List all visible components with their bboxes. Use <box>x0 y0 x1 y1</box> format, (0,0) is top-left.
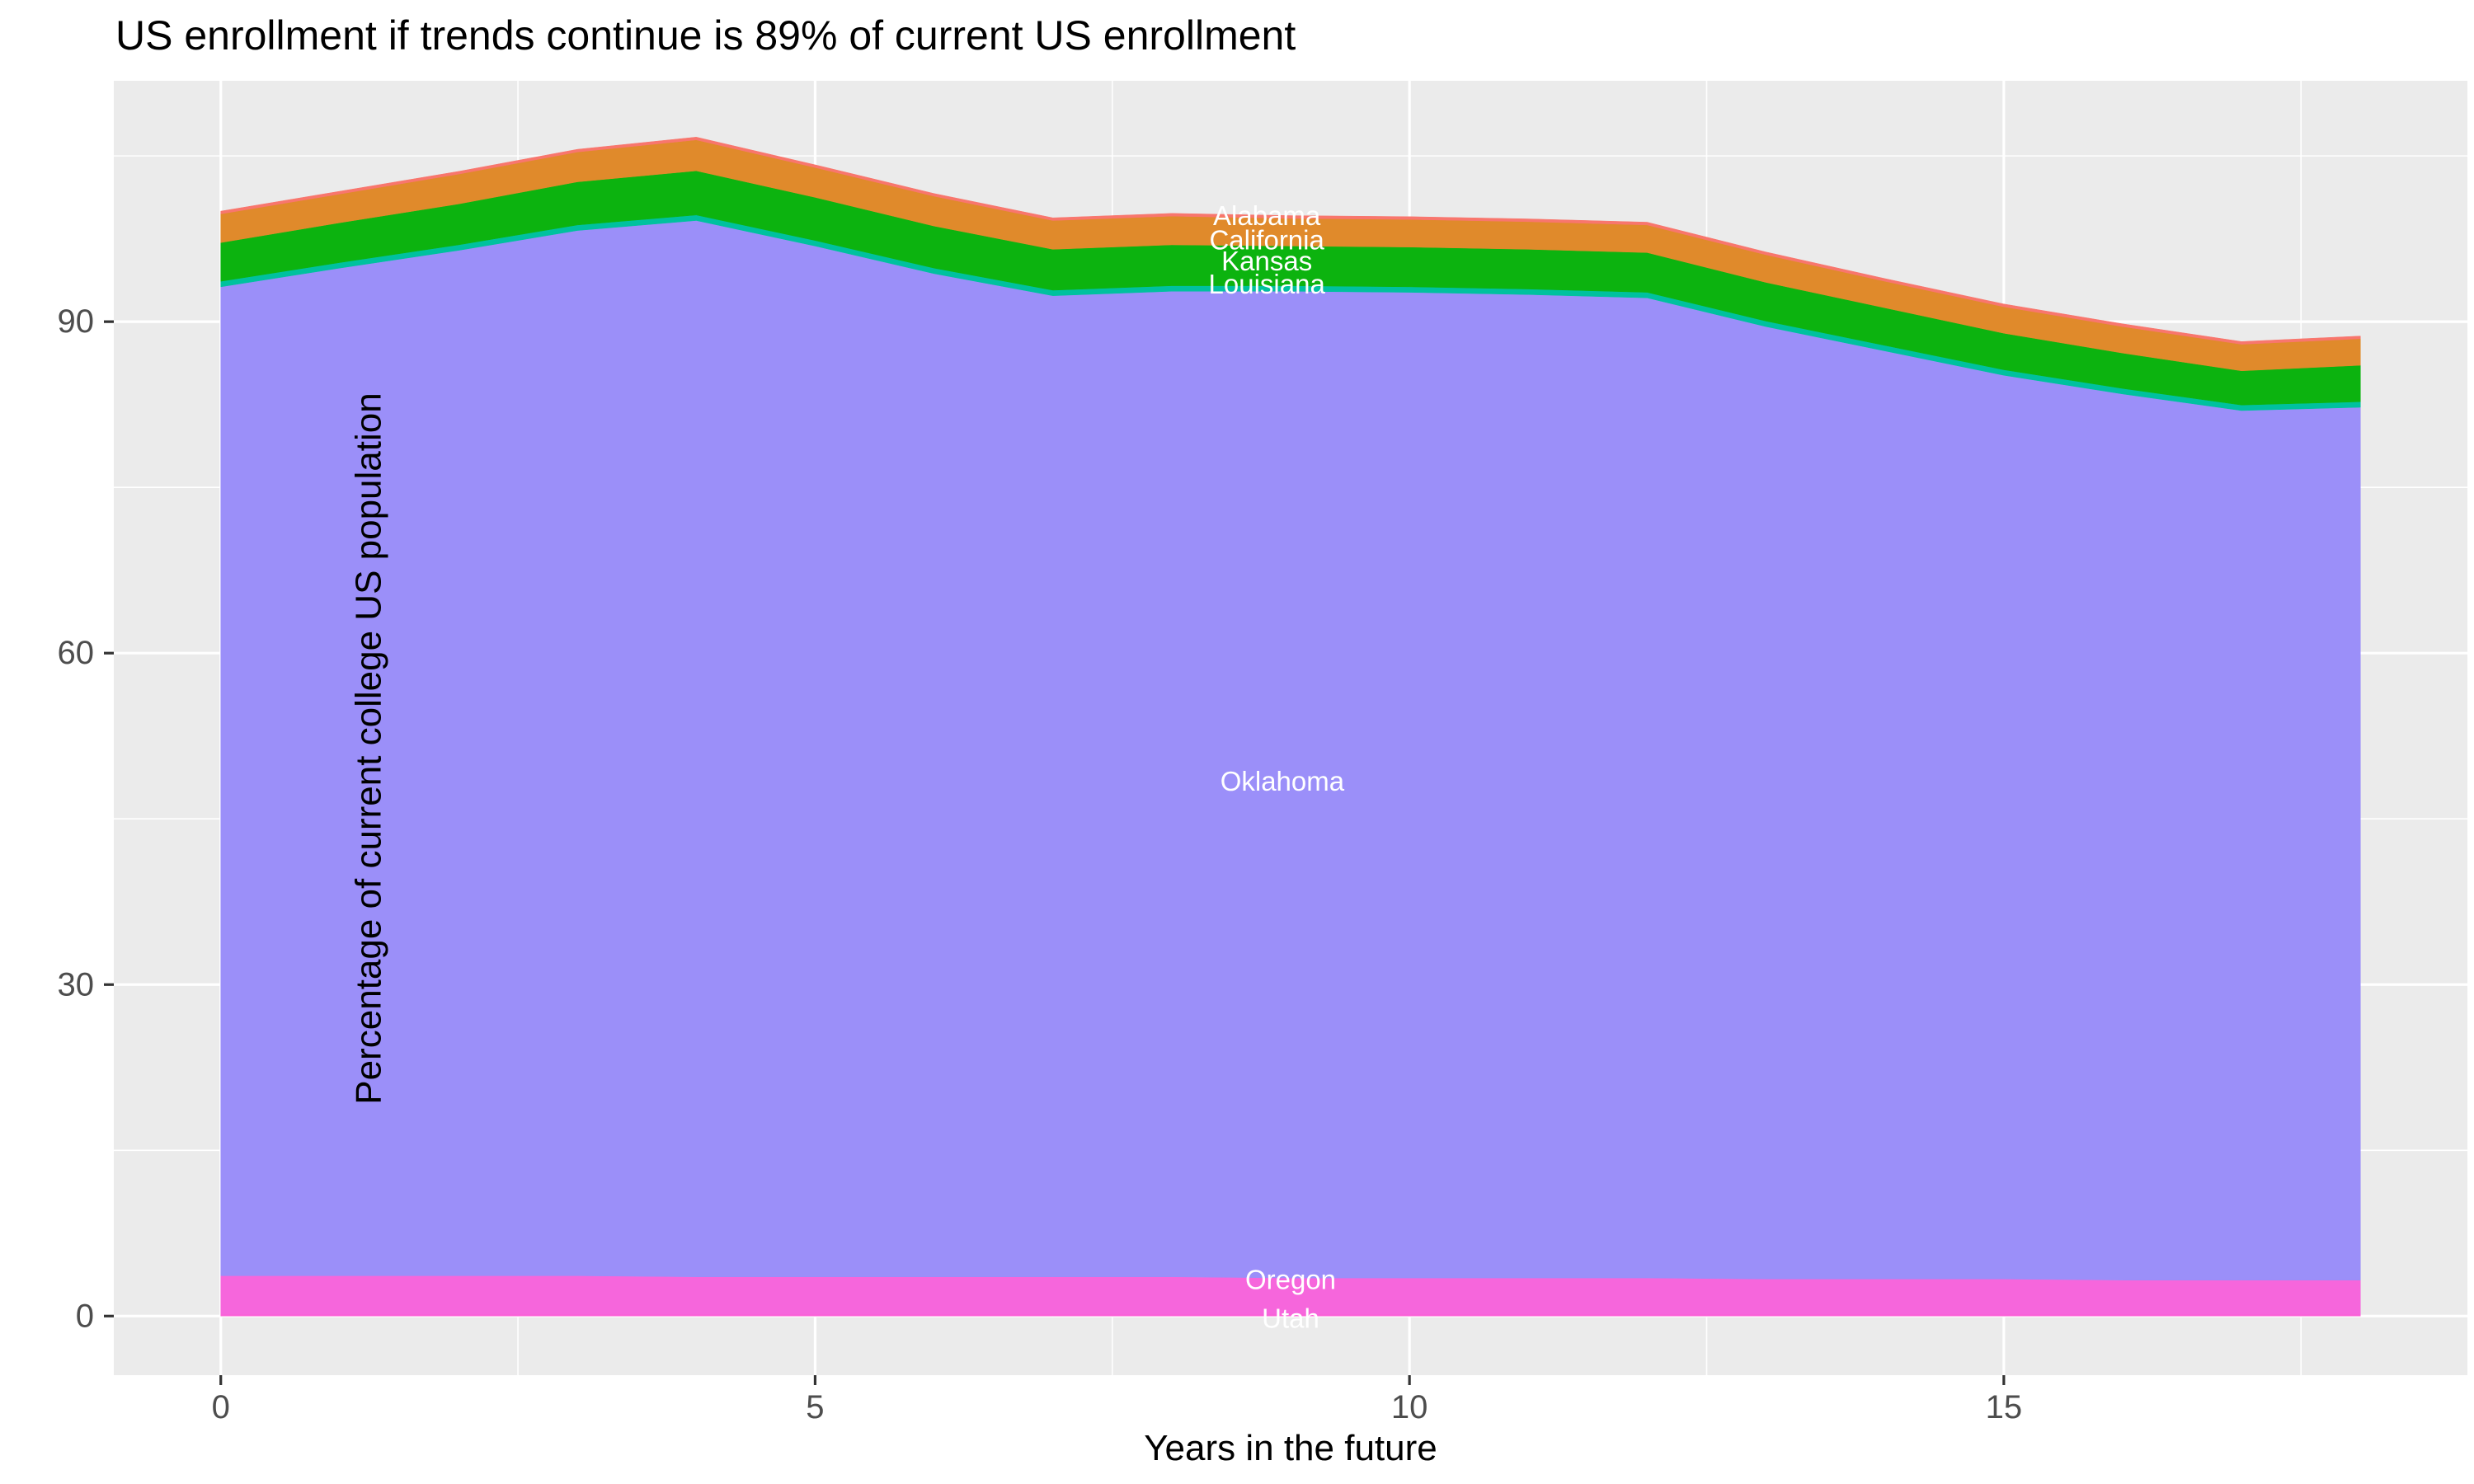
x-axis-title: Years in the future <box>1144 1428 1437 1468</box>
x-tick-label-5: 5 <box>806 1389 824 1425</box>
y-tick-label-90: 90 <box>58 303 95 340</box>
y-tick-label-60: 60 <box>58 635 95 671</box>
x-tick-label-15: 15 <box>1986 1389 2023 1425</box>
y-axis-title: Percentage of current college US populat… <box>348 392 389 1105</box>
x-tick-label-0: 0 <box>212 1389 230 1425</box>
y-tick-label-30: 30 <box>58 966 95 1003</box>
area-band-alabama <box>220 137 2361 345</box>
x-tick-label-10: 10 <box>1391 1389 1428 1425</box>
chart-title: US enrollment if trends continue is 89% … <box>115 12 1296 59</box>
area-label-kansas: Kansas <box>1221 246 1312 276</box>
area-label-oregon: Oregon <box>1245 1265 1336 1295</box>
area-label-alabama: Alabama <box>1213 200 1321 231</box>
area-label-california: California <box>1209 224 1324 255</box>
y-tick-label-0: 0 <box>76 1298 94 1334</box>
area-label-louisiana: Louisiana <box>1209 269 1326 299</box>
area-label-oklahoma: Oklahoma <box>1221 766 1345 796</box>
area-label-utah: Utah <box>1262 1303 1319 1333</box>
